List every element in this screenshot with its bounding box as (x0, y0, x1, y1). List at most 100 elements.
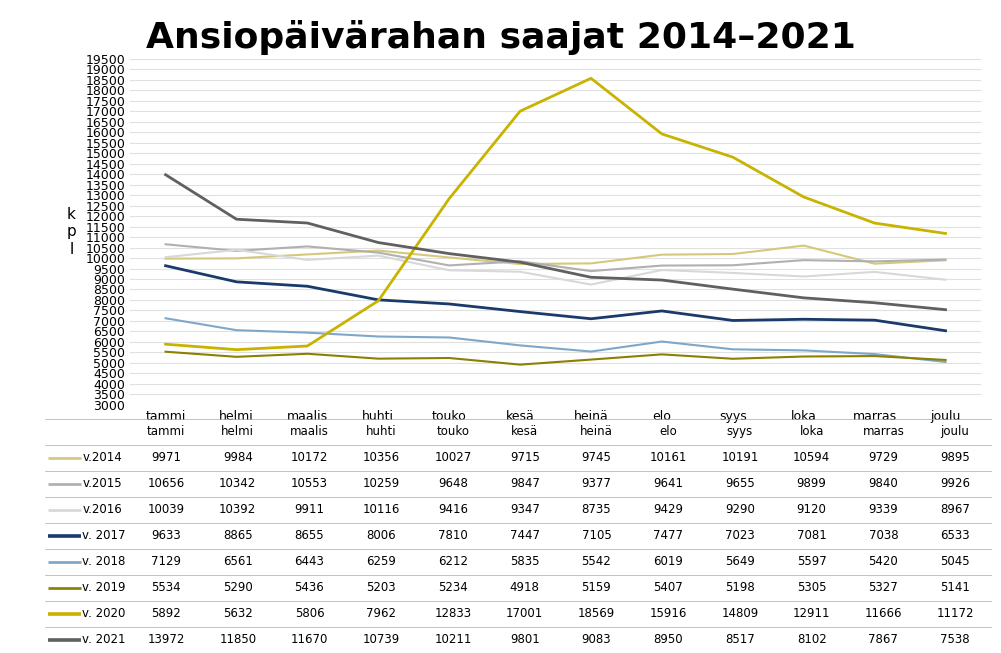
Text: 9120: 9120 (797, 503, 827, 517)
Text: 10039: 10039 (147, 503, 184, 517)
Text: 7129: 7129 (151, 555, 181, 568)
Text: touko: touko (436, 425, 469, 438)
Text: huhti: huhti (366, 425, 396, 438)
Text: 10172: 10172 (290, 451, 328, 464)
Text: 8735: 8735 (582, 503, 612, 517)
Text: 9083: 9083 (582, 633, 612, 646)
Text: 6561: 6561 (223, 555, 252, 568)
Text: 5835: 5835 (510, 555, 540, 568)
Text: 5806: 5806 (294, 607, 324, 620)
Text: 4918: 4918 (510, 581, 540, 594)
Text: 5649: 5649 (725, 555, 755, 568)
Text: v. 2017: v. 2017 (82, 530, 126, 543)
Text: 8655: 8655 (294, 530, 324, 543)
Text: 9895: 9895 (940, 451, 970, 464)
Text: 9377: 9377 (582, 477, 612, 490)
Text: 6212: 6212 (438, 555, 467, 568)
Text: 10342: 10342 (219, 477, 256, 490)
Text: 6443: 6443 (294, 555, 324, 568)
Text: 5045: 5045 (940, 555, 970, 568)
Text: 7867: 7867 (869, 633, 898, 646)
Text: 9984: 9984 (223, 451, 252, 464)
Text: maalis: maalis (290, 425, 329, 438)
Text: 10116: 10116 (362, 503, 400, 517)
Text: 9429: 9429 (654, 503, 683, 517)
Text: 9655: 9655 (725, 477, 755, 490)
Text: v. 2021: v. 2021 (82, 633, 126, 646)
Text: 10553: 10553 (291, 477, 328, 490)
Text: loka: loka (800, 425, 824, 438)
Text: 10259: 10259 (362, 477, 399, 490)
Text: 10161: 10161 (650, 451, 687, 464)
Text: 8517: 8517 (725, 633, 755, 646)
Text: 6259: 6259 (366, 555, 396, 568)
Text: 10656: 10656 (147, 477, 184, 490)
Text: 7081: 7081 (797, 530, 827, 543)
Text: 7538: 7538 (940, 633, 970, 646)
Text: 9648: 9648 (438, 477, 467, 490)
Text: 5892: 5892 (151, 607, 181, 620)
Text: 10594: 10594 (793, 451, 830, 464)
Text: 10392: 10392 (219, 503, 256, 517)
Text: 10211: 10211 (434, 633, 471, 646)
Text: 12911: 12911 (793, 607, 831, 620)
Text: 10739: 10739 (362, 633, 399, 646)
Text: v. 2018: v. 2018 (82, 555, 126, 568)
Text: 9926: 9926 (940, 477, 970, 490)
Text: 5436: 5436 (294, 581, 324, 594)
Text: 13972: 13972 (147, 633, 185, 646)
Text: kesä: kesä (512, 425, 539, 438)
Text: 9847: 9847 (510, 477, 540, 490)
Text: 8102: 8102 (797, 633, 827, 646)
Text: 5159: 5159 (582, 581, 612, 594)
Text: syys: syys (727, 425, 753, 438)
Text: 7023: 7023 (725, 530, 755, 543)
Text: elo: elo (660, 425, 677, 438)
Text: 11666: 11666 (865, 607, 902, 620)
Text: 9801: 9801 (510, 633, 540, 646)
Text: 9633: 9633 (151, 530, 181, 543)
Y-axis label: k
p
l: k p l (67, 207, 76, 257)
Text: 5327: 5327 (869, 581, 898, 594)
Text: 10191: 10191 (721, 451, 759, 464)
Text: 15916: 15916 (650, 607, 687, 620)
Text: 5597: 5597 (797, 555, 827, 568)
Text: 9339: 9339 (869, 503, 898, 517)
Text: 9641: 9641 (654, 477, 683, 490)
Text: 9290: 9290 (725, 503, 755, 517)
Text: 9840: 9840 (869, 477, 898, 490)
Text: 5234: 5234 (438, 581, 467, 594)
Text: 7810: 7810 (438, 530, 467, 543)
Text: 5198: 5198 (725, 581, 755, 594)
Text: 7477: 7477 (654, 530, 683, 543)
Text: 5632: 5632 (223, 607, 252, 620)
Text: 9911: 9911 (294, 503, 324, 517)
Text: 9745: 9745 (582, 451, 612, 464)
Text: v. 2020: v. 2020 (82, 607, 126, 620)
Text: 6533: 6533 (940, 530, 970, 543)
Text: heinä: heinä (580, 425, 613, 438)
Text: 17001: 17001 (507, 607, 544, 620)
Text: tammi: tammi (147, 425, 185, 438)
Text: v.2014: v.2014 (82, 451, 122, 464)
Text: 5305: 5305 (797, 581, 827, 594)
Text: v.2015: v.2015 (82, 477, 122, 490)
Text: v. 2019: v. 2019 (82, 581, 126, 594)
Text: 8006: 8006 (366, 530, 396, 543)
Text: 12833: 12833 (434, 607, 471, 620)
Text: 9971: 9971 (151, 451, 181, 464)
Text: 8967: 8967 (940, 503, 970, 517)
Text: 7447: 7447 (510, 530, 540, 543)
Text: marras: marras (863, 425, 904, 438)
Text: Ansiopäivärahan saajat 2014–2021: Ansiopäivärahan saajat 2014–2021 (145, 20, 856, 55)
Text: 7038: 7038 (869, 530, 898, 543)
Text: 6019: 6019 (654, 555, 683, 568)
Text: 11850: 11850 (219, 633, 256, 646)
Text: 5542: 5542 (582, 555, 612, 568)
Text: 5141: 5141 (940, 581, 970, 594)
Text: v.2016: v.2016 (82, 503, 122, 517)
Text: 8865: 8865 (223, 530, 252, 543)
Text: 14809: 14809 (722, 607, 759, 620)
Text: 5534: 5534 (151, 581, 181, 594)
Text: 9715: 9715 (510, 451, 540, 464)
